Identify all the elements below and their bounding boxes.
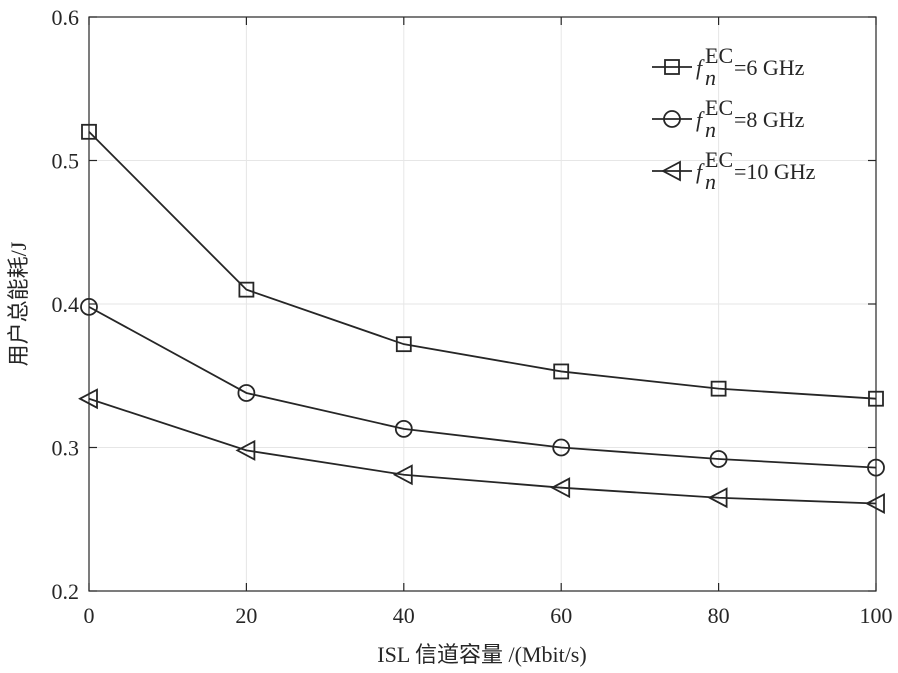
- legend-label-text: =6 GHz: [734, 55, 805, 80]
- data-point: [80, 297, 98, 316]
- x-tick-label: 100: [860, 603, 893, 628]
- legend-entry-3: f nEC =10 GHz: [652, 147, 816, 194]
- data-point: [394, 419, 413, 438]
- series-line: [88, 131, 877, 400]
- data-point: [395, 336, 412, 353]
- legend-label-var: f: [696, 55, 705, 80]
- grid: [88, 16, 877, 592]
- legend-label-text: =10 GHz: [734, 159, 816, 184]
- x-tick-label: 60: [550, 603, 572, 628]
- legend-label-sup: EC: [705, 147, 733, 172]
- y-tick-label: 0.6: [52, 5, 80, 30]
- series-2: [80, 297, 885, 477]
- legend-label-text: =8 GHz: [734, 107, 805, 132]
- data-point: [81, 123, 97, 140]
- series-line: [88, 306, 877, 469]
- legend-label-sup: EC: [705, 43, 733, 68]
- x-tick-label: 40: [393, 603, 415, 628]
- tick-labels: 0 20 40 60 80 100 0.2 0.3 0.4 0.5 0.6: [52, 5, 893, 628]
- series-3: [78, 388, 885, 514]
- legend-marker: [661, 160, 681, 182]
- data-point: [553, 363, 570, 380]
- data-point: [709, 450, 728, 468]
- y-tick-label: 0.4: [52, 292, 80, 317]
- data-point: [707, 487, 728, 509]
- data-point: [865, 492, 885, 514]
- data-point: [868, 390, 884, 407]
- series-line: [88, 397, 877, 505]
- data-point: [550, 477, 571, 499]
- x-tick-label: 0: [84, 603, 95, 628]
- legend-entry-1: f nEC =6 GHz: [652, 43, 805, 90]
- data-point: [867, 458, 885, 477]
- x-axis-label: ISL 信道容量 /(Mbit/s): [377, 642, 586, 667]
- series-group: [78, 123, 885, 514]
- legend-label-sup: EC: [705, 95, 733, 120]
- legend-label-sub: n: [705, 117, 716, 142]
- data-point: [235, 439, 256, 461]
- legend-label-var: f: [696, 107, 705, 132]
- legend-label-sub: n: [705, 169, 716, 194]
- legend-marker: [664, 59, 680, 75]
- x-tick-label: 80: [708, 603, 730, 628]
- data-point: [237, 384, 256, 402]
- data-point: [552, 438, 571, 457]
- y-tick-label: 0.3: [52, 436, 80, 461]
- legend-label-var: f: [696, 159, 705, 184]
- legend-entry-2: f nEC =8 GHz: [652, 95, 805, 142]
- legend-marker: [663, 110, 681, 128]
- data-point: [238, 281, 255, 298]
- y-tick-label: 0.2: [52, 579, 80, 604]
- data-point: [710, 380, 727, 397]
- y-axis-label: 用户总能耗/J: [6, 241, 31, 366]
- data-point: [78, 388, 98, 410]
- x-tick-label: 20: [235, 603, 257, 628]
- axes: [88, 16, 877, 592]
- legend-label-sub: n: [705, 65, 716, 90]
- data-point: [392, 464, 413, 486]
- series-1: [81, 123, 884, 407]
- y-tick-label: 0.5: [52, 149, 80, 174]
